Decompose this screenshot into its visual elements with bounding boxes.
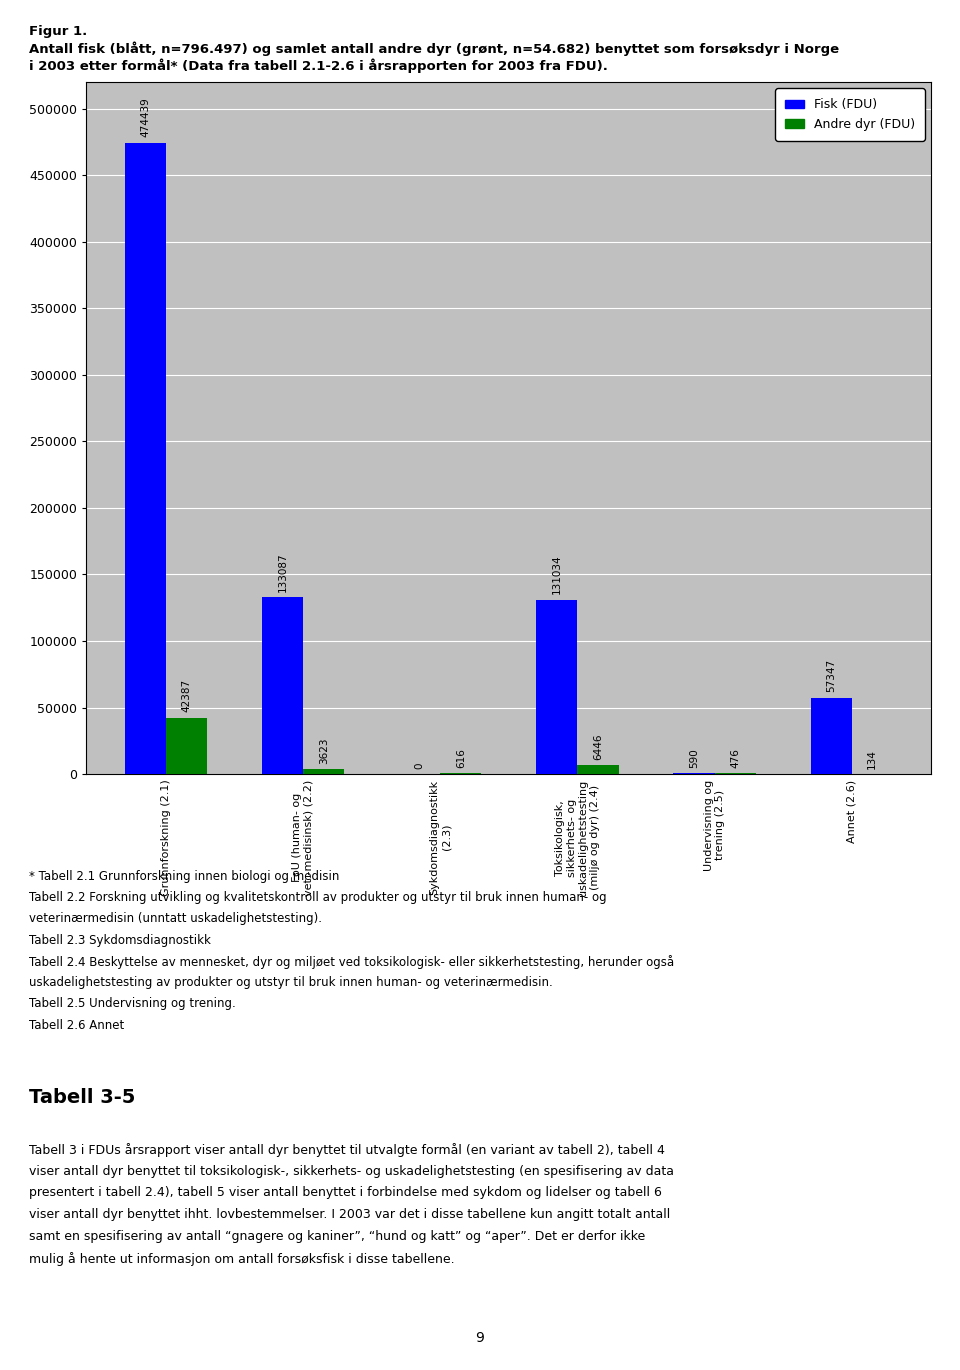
Text: 134: 134 [867, 748, 877, 769]
Text: veterinærmedisin (unntatt uskadelighetstesting).: veterinærmedisin (unntatt uskadelighetst… [29, 912, 322, 925]
Text: 616: 616 [456, 748, 466, 769]
Text: i 2003 etter formål* (Data fra tabell 2.1-2.6 i årsrapporten for 2003 fra FDU).: i 2003 etter formål* (Data fra tabell 2.… [29, 59, 608, 74]
Bar [303, 769, 345, 774]
Text: 474439: 474439 [140, 97, 151, 137]
Text: mulig å hente ut informasjon om antall forsøksfisk i disse tabellene.: mulig å hente ut informasjon om antall f… [29, 1252, 454, 1266]
Text: 6446: 6446 [593, 734, 603, 760]
Legend: Fisk (FDU), Andre dyr (FDU): Fisk (FDU), Andre dyr (FDU) [775, 89, 924, 141]
Bar [810, 697, 852, 774]
Text: 3623: 3623 [319, 737, 328, 764]
Text: 0: 0 [415, 762, 424, 769]
Text: 9: 9 [475, 1332, 485, 1345]
Text: Tabell 3-5: Tabell 3-5 [29, 1088, 135, 1107]
Text: Tabell 2.6 Annet: Tabell 2.6 Annet [29, 1019, 124, 1032]
Text: 42387: 42387 [181, 680, 191, 712]
Text: samt en spesifisering av antall “gnagere og kaniner”, “hund og katt” og “aper”. : samt en spesifisering av antall “gnagere… [29, 1230, 645, 1243]
Text: Tabell 2.3 Sykdomsdiagnostikk: Tabell 2.3 Sykdomsdiagnostikk [29, 934, 210, 947]
Bar [577, 766, 618, 774]
Text: 131034: 131034 [552, 555, 562, 595]
Text: 590: 590 [689, 748, 699, 769]
Bar [262, 597, 303, 774]
Text: presentert i tabell 2.4), tabell 5 viser antall benyttet i forbindelse med sykdo: presentert i tabell 2.4), tabell 5 viser… [29, 1186, 661, 1199]
Text: 133087: 133087 [277, 552, 287, 592]
Text: Figur 1.: Figur 1. [29, 25, 87, 37]
Text: * Tabell 2.1 Grunnforskning innen biologi og medisin: * Tabell 2.1 Grunnforskning innen biolog… [29, 870, 339, 882]
Bar [537, 600, 577, 774]
Text: uskadelighetstesting av produkter og utstyr til bruk innen human- og veterinærme: uskadelighetstesting av produkter og uts… [29, 977, 553, 989]
Text: viser antall dyr benyttet til toksikologisk-, sikkerhets- og uskadelighetstestin: viser antall dyr benyttet til toksikolog… [29, 1164, 674, 1177]
Text: Antall fisk (blått, n=796.497) og samlet antall andre dyr (grønt, n=54.682) beny: Antall fisk (blått, n=796.497) og samlet… [29, 41, 839, 56]
Bar [125, 142, 166, 774]
Text: Tabell 3 i FDUs årsrapport viser antall dyr benyttet til utvalgte formål (en var: Tabell 3 i FDUs årsrapport viser antall … [29, 1143, 664, 1156]
Text: Tabell 2.4 Beskyttelse av mennesket, dyr og miljøet ved toksikologisk- eller sik: Tabell 2.4 Beskyttelse av mennesket, dyr… [29, 955, 674, 969]
Text: Tabell 2.2 Forskning utvikling og kvalitetskontroll av produkter og utstyr til b: Tabell 2.2 Forskning utvikling og kvalit… [29, 892, 607, 904]
Text: 57347: 57347 [827, 659, 836, 692]
Bar [166, 718, 207, 774]
Text: Tabell 2.5 Undervisning og trening.: Tabell 2.5 Undervisning og trening. [29, 997, 235, 1010]
Text: viser antall dyr benyttet ihht. lovbestemmelser. I 2003 var det i disse tabellen: viser antall dyr benyttet ihht. lovbeste… [29, 1208, 670, 1221]
Text: 476: 476 [731, 748, 740, 769]
